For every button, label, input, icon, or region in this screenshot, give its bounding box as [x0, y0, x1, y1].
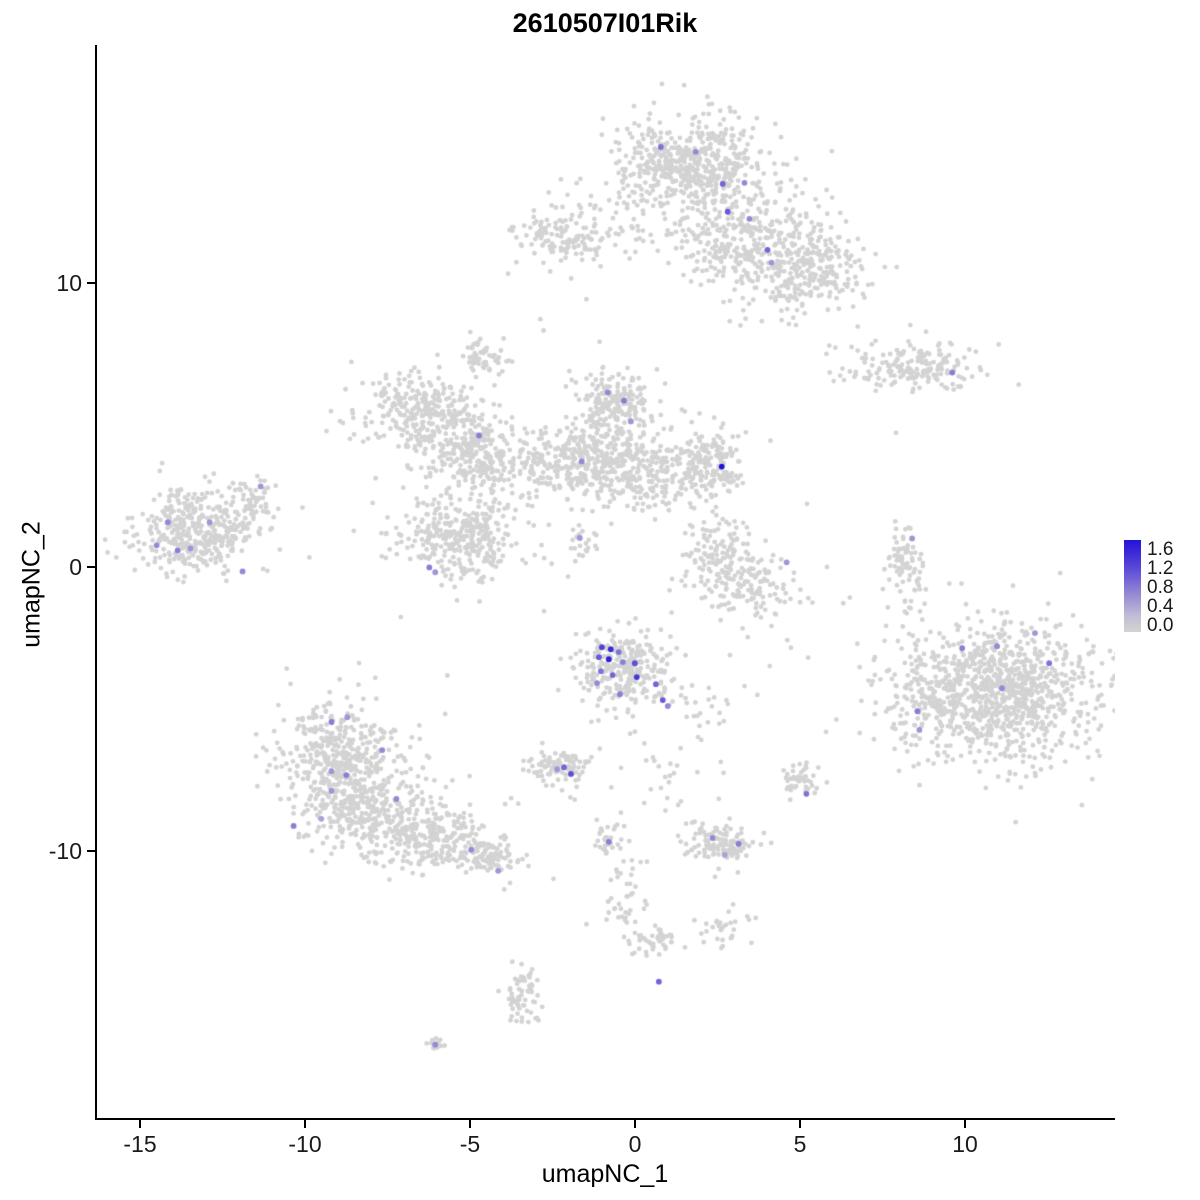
x-tick-mark [139, 1120, 141, 1128]
legend-label: 0.8 [1147, 577, 1174, 598]
x-tick-mark [799, 1120, 801, 1128]
legend-label: 1.2 [1147, 558, 1174, 579]
legend-label: 0.0 [1147, 615, 1174, 636]
x-tick-mark [634, 1120, 636, 1128]
x-tick-label: 0 [628, 1131, 642, 1157]
x-tick-label: -5 [459, 1131, 481, 1157]
y-axis-title: umapNC_2 [17, 521, 46, 648]
x-tick-mark [469, 1120, 471, 1128]
x-tick-label: 10 [952, 1131, 978, 1157]
color-gradient-bar [1124, 540, 1141, 632]
y-tick-mark [87, 282, 95, 284]
y-tick-mark [87, 566, 95, 568]
x-axis-title: umapNC_1 [541, 1160, 669, 1188]
y-tick-label: -10 [48, 838, 82, 864]
plot-title: 2610507I01Rik [512, 8, 698, 38]
expression-legend: 1.6 1.2 0.8 0.4 0.0 [1124, 539, 1174, 636]
y-tick-label: 0 [69, 554, 82, 580]
legend-label: 1.6 [1147, 539, 1174, 560]
umap-scatter-canvas [97, 45, 1115, 1118]
x-tick-label: -10 [288, 1131, 322, 1157]
x-tick-mark [304, 1120, 306, 1128]
x-tick-label: 5 [793, 1131, 807, 1157]
legend-label: 0.4 [1147, 596, 1174, 617]
x-tick-label: -15 [123, 1131, 157, 1157]
y-tick-label: 10 [56, 270, 82, 296]
x-tick-mark [964, 1120, 966, 1128]
y-tick-mark [87, 850, 95, 852]
legend-labels: 1.6 1.2 0.8 0.4 0.0 [1147, 539, 1174, 636]
